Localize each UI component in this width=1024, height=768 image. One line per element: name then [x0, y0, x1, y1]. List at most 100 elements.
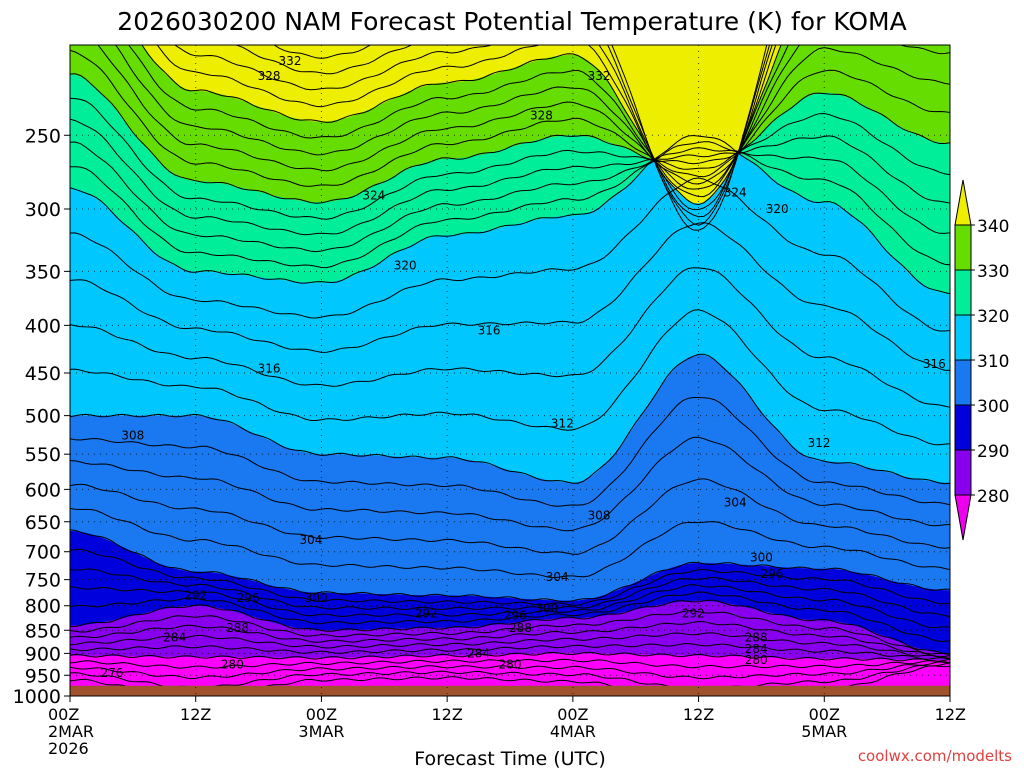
contour-label: 312 — [551, 417, 574, 431]
y-tick-label: 250 — [25, 125, 61, 147]
colorbar-label: 320 — [977, 307, 1009, 327]
x-tick-label: 00Z — [48, 705, 79, 724]
y-tick-label: 300 — [25, 199, 61, 221]
credit-link[interactable]: coolwx.com/modelts — [858, 747, 1012, 765]
y-axis: 2503003504004505005506006507007508008509… — [13, 125, 70, 708]
x-tick-label: 12Z — [683, 705, 714, 724]
isentrope-330 — [70, 73, 950, 204]
contour-label: 280 — [745, 653, 768, 667]
contour-label: 320 — [766, 202, 789, 216]
grid-lines — [70, 45, 950, 696]
isentrope-326 — [70, 118, 950, 236]
colorbar-label: 340 — [977, 217, 1009, 237]
y-tick-label: 950 — [25, 665, 61, 687]
y-tick-label: 600 — [25, 479, 61, 501]
x-tick-date: 4MAR — [550, 722, 596, 741]
x-tick-label: 00Z — [557, 705, 588, 724]
colorbar-band — [954, 404, 972, 451]
contour-label: 300 — [535, 601, 558, 615]
colorbar-band — [954, 449, 972, 496]
contour-label: 332 — [279, 54, 302, 68]
contour-label: 284 — [467, 646, 490, 660]
isentrope-302 — [70, 507, 950, 579]
isentrope-324 — [70, 141, 950, 253]
theta-bands — [70, 45, 950, 696]
isentrope-294 — [70, 584, 950, 629]
contour-label: 280 — [221, 657, 244, 671]
isentrope-298 — [70, 548, 950, 606]
contour-label: 276 — [100, 666, 123, 680]
contour-label: 304 — [299, 533, 322, 547]
contour-label: 296 — [504, 609, 527, 623]
contour-label: 312 — [808, 436, 831, 450]
y-tick-label: 750 — [25, 570, 61, 592]
isentrope-342 — [156, 45, 777, 211]
colorbar-bottom-arrow — [954, 494, 972, 541]
contour-label: 308 — [121, 428, 144, 442]
isentrope-318 — [70, 177, 950, 332]
contour-label: 320 — [394, 259, 417, 273]
contour-label: 292 — [415, 606, 438, 620]
colorbar: 340 330 320 310 300 290 280 — [954, 179, 1009, 541]
colorbar-band — [954, 359, 972, 406]
isentrope-320 — [70, 134, 950, 295]
colorbar-band — [954, 269, 972, 316]
contour-label: 304 — [546, 570, 569, 584]
x-tick-year: 2026 — [48, 739, 89, 758]
contour-label: 324 — [362, 188, 385, 202]
contour-label: 288 — [509, 621, 532, 635]
isentrope-304 — [70, 478, 950, 555]
x-tick-label: 00Z — [809, 705, 840, 724]
isentrope-314 — [70, 267, 950, 408]
contour-label: 304 — [724, 496, 747, 510]
contour-label: 324 — [724, 185, 747, 199]
contour-label: 328 — [258, 69, 281, 83]
colorbar-top-arrow — [954, 179, 972, 226]
isentrope-344 — [173, 45, 773, 218]
isentrope-310 — [70, 353, 950, 485]
isentrope-290 — [70, 599, 950, 656]
isentrope-316 — [70, 222, 950, 371]
y-tick-label: 650 — [25, 512, 61, 534]
x-tick-date: 5MAR — [801, 722, 847, 741]
isentrope-308 — [70, 397, 950, 507]
contour-label: 292 — [682, 606, 705, 620]
y-tick-label: 700 — [25, 542, 61, 564]
isentrope-284 — [70, 632, 950, 660]
contour-label: 332 — [588, 69, 611, 83]
colorbar-band — [954, 224, 972, 271]
contour-label: 316 — [478, 323, 501, 337]
x-tick-date: 2MAR — [48, 722, 94, 741]
contour-label: 284 — [163, 630, 186, 644]
isentrope-276 — [70, 661, 950, 680]
x-tick-label: 00Z — [306, 705, 337, 724]
x-tick-label: 12Z — [180, 705, 211, 724]
isentrope-286 — [70, 620, 950, 658]
contour-label: 288 — [745, 630, 768, 644]
contour-label: 292 — [184, 589, 207, 603]
isentrope-332 — [70, 49, 950, 187]
isentrope-288 — [70, 610, 950, 655]
x-tick-label: 12Z — [431, 705, 462, 724]
colorbar-label: 330 — [977, 262, 1009, 282]
contour-label: 296 — [237, 591, 260, 605]
isentrope-340 — [141, 45, 782, 206]
colorbar-label: 310 — [977, 352, 1009, 372]
chart-title: 2026030200 NAM Forecast Potential Temper… — [117, 7, 906, 36]
isentrope-312 — [70, 309, 950, 446]
isentrope-278 — [70, 658, 950, 669]
contour-label: 284 — [745, 642, 768, 656]
y-tick-label: 350 — [25, 261, 61, 283]
y-tick-label: 850 — [25, 620, 61, 642]
isentrope-280 — [70, 651, 950, 662]
x-tick-date: 3MAR — [298, 722, 344, 741]
colorbar-label: 280 — [977, 487, 1009, 507]
isentrope-282 — [70, 642, 950, 660]
contour-label: 316 — [258, 361, 281, 375]
isentrope-306 — [70, 436, 950, 532]
isentrope-296 — [70, 568, 950, 618]
isentrope-292 — [70, 591, 950, 642]
colorbar-label: 290 — [977, 442, 1009, 462]
isentrope-328 — [70, 97, 950, 220]
